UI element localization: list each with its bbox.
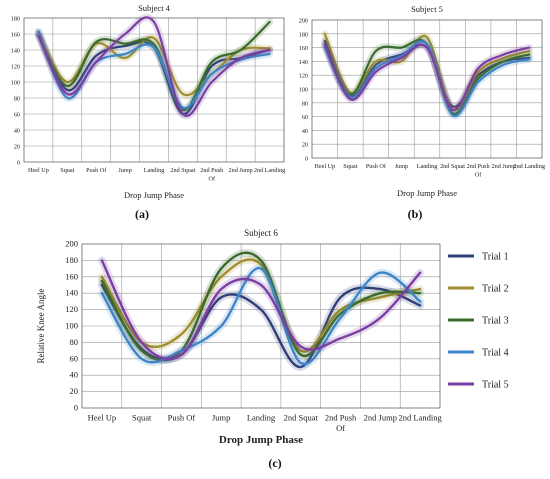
series-line [323, 40, 531, 118]
y-tick-label: 40 [302, 128, 308, 135]
chart-panel-b: 0 20 40 60 80 100 120 140 160 180 200 Heel Up Squat P… [290, 0, 550, 226]
series-line [100, 259, 422, 361]
chart-a-svg: 0 20 40 60 80 100 120 140 160 180 Heel Up Squat Push… [11, 3, 286, 221]
y-tick-label: 0 [74, 403, 78, 413]
y-tick-label: 60 [70, 353, 79, 363]
y-tick-label: 160 [299, 45, 308, 52]
chart-panel-c: 0 20 40 60 80 100 120 140 160 180 200 Heel Up Squat P… [0, 226, 550, 474]
y-tick-label: 80 [302, 100, 308, 107]
x-tick-label: 2nd Push Of [325, 413, 357, 434]
y-tick-label: 200 [65, 239, 78, 249]
y-tick-label: 80 [14, 96, 20, 103]
series-line [37, 20, 271, 112]
y-tick-label: 180 [299, 31, 308, 38]
y-tick-label: 40 [70, 370, 79, 380]
x-tick-label: 2nd Landing [254, 167, 285, 174]
y-tick-label: 180 [65, 255, 78, 265]
x-tick-label: Squat [60, 167, 74, 174]
panel-label: (a) [135, 207, 149, 221]
x-tick-label: Landing [144, 167, 165, 174]
y-tick-label: 140 [299, 59, 308, 66]
y-tick-label: 40 [14, 128, 20, 135]
x-tick-label: 2nd Jump [364, 413, 397, 423]
x-tick-label: Jump [118, 167, 131, 174]
x-tick-label: 2nd Push Of [467, 163, 491, 178]
x-tick-label: Heel Up [88, 413, 117, 423]
x-tick-label: Jump [395, 163, 408, 170]
y-tick-label: 100 [11, 80, 20, 87]
y-tick-label: 120 [11, 64, 20, 71]
y-tick-label: 160 [65, 271, 78, 281]
chart-panel-a: 0 20 40 60 80 100 120 140 160 180 Heel Up Squat Push… [0, 0, 300, 226]
y-tick-label: 0 [17, 160, 20, 167]
x-tick-label: Push Of [86, 167, 107, 174]
y-tick-label: 100 [299, 87, 308, 94]
series-line [323, 43, 531, 111]
x-tick-label: Heel Up [314, 163, 335, 170]
x-tick-label: Landing [417, 163, 438, 170]
series-line [100, 267, 422, 366]
x-tick-label: 2nd Push Of [200, 167, 224, 182]
x-tick-label: Jump [212, 413, 230, 423]
x-axis-label: Drop Jump Phase [397, 188, 457, 198]
y-tick-label: 140 [11, 48, 20, 55]
x-tick-label: 2nd Squat [284, 413, 319, 423]
chart-title: Subject 4 [138, 3, 171, 13]
series-line [37, 31, 271, 109]
x-tick-label: 2nd Squat [170, 167, 195, 174]
legend-label: Trial 3 [482, 316, 509, 327]
series-line [100, 283, 422, 369]
x-tick-label: 2nd Jump [229, 167, 253, 174]
x-axis-label: Drop Jump Phase [124, 190, 184, 200]
x-tick-label: Push Of [366, 163, 387, 170]
x-tick-label: Squat [132, 413, 152, 423]
plot-frame [311, 19, 543, 159]
x-tick-label: Heel Up [28, 167, 49, 174]
legend-label: Trial 1 [482, 252, 509, 263]
y-tick-label: 120 [299, 73, 308, 80]
series-line [37, 32, 271, 97]
chart-c-svg: 0 20 40 60 80 100 120 140 160 180 200 Heel Up Squat P… [36, 228, 509, 470]
plot-frame [81, 243, 441, 409]
y-tick-label: 0 [305, 156, 308, 163]
x-tick-label: 2nd Jump [492, 163, 516, 170]
y-axis-label: Relative Knee Angle [36, 289, 46, 364]
panel-label: (b) [408, 207, 423, 221]
plot-frame [23, 17, 285, 163]
x-axis-label: Drop Jump Phase [219, 434, 303, 446]
legend-label: Trial 5 [482, 380, 509, 391]
x-tick-label: Push Of [168, 413, 196, 423]
y-tick-label: 180 [11, 16, 20, 23]
chart-title: Subject 6 [244, 228, 278, 238]
y-tick-label: 120 [65, 304, 78, 314]
x-tick-label: Landing [247, 413, 276, 423]
chart-b-svg: 0 20 40 60 80 100 120 140 160 180 200 Heel Up Squat P… [299, 4, 545, 221]
chart-title: Subject 5 [411, 4, 443, 14]
series-line [100, 258, 422, 353]
series-line [37, 16, 271, 117]
y-tick-label: 100 [65, 321, 78, 331]
y-tick-label: 20 [14, 144, 20, 151]
y-tick-label: 200 [299, 18, 308, 25]
y-tick-label: 60 [302, 114, 308, 121]
y-tick-label: 140 [65, 288, 78, 298]
y-tick-label: 20 [70, 386, 79, 396]
panel-label: (c) [268, 456, 281, 470]
x-tick-label: Squat [343, 163, 357, 170]
legend-label: Trial 4 [482, 348, 509, 359]
x-tick-label: 2nd Squat [440, 163, 465, 170]
y-tick-label: 20 [302, 142, 308, 149]
series-line [100, 251, 422, 362]
series-line-glow [34, 13, 274, 120]
legend-label: Trial 2 [482, 284, 509, 295]
y-tick-label: 60 [14, 112, 20, 119]
x-tick-label: 2nd Landing [399, 413, 443, 423]
y-tick-label: 160 [11, 32, 20, 39]
y-tick-label: 80 [70, 337, 79, 347]
x-tick-label: 2nd Landing [513, 163, 544, 170]
